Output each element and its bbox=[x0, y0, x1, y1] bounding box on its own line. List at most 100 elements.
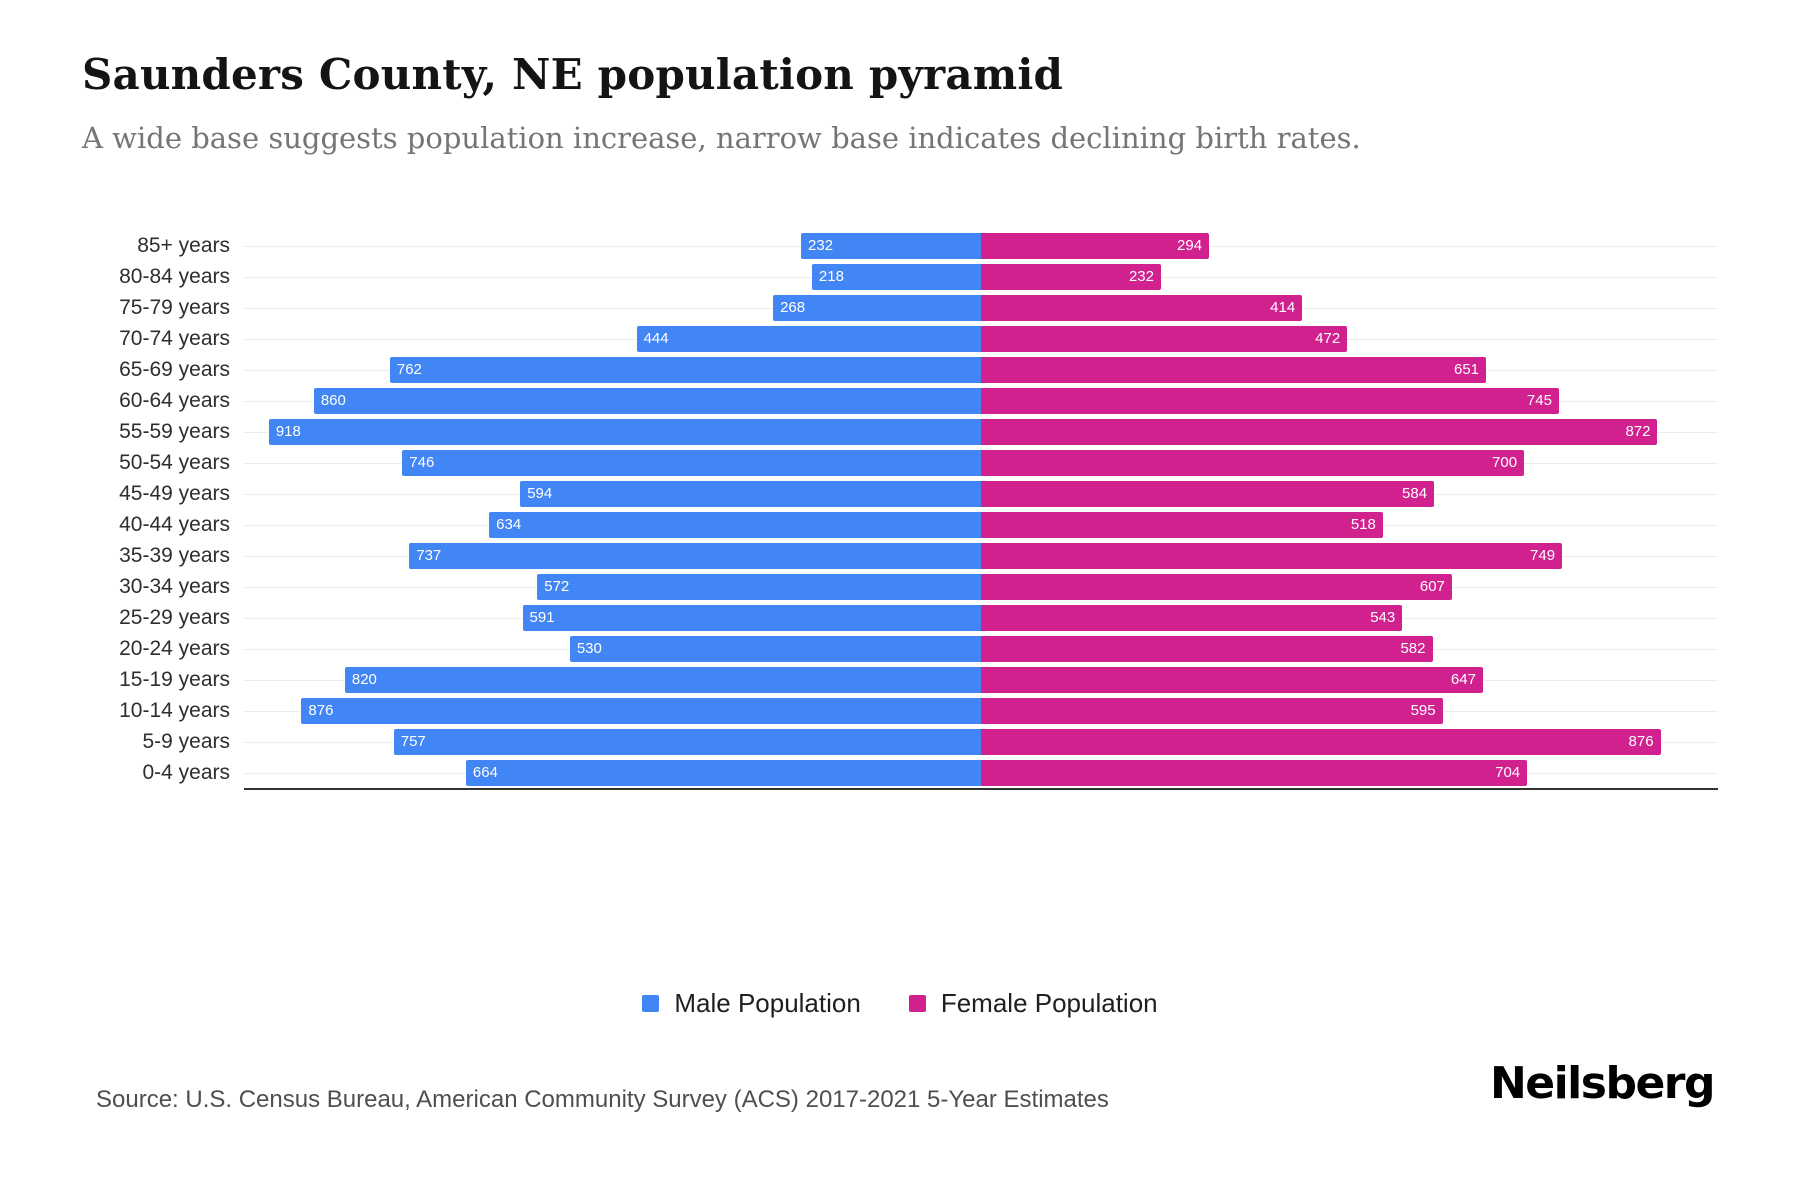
age-group-label: 10-14 years bbox=[119, 698, 230, 722]
male-half: 737 bbox=[244, 542, 981, 569]
row-plot-area: 268 414 bbox=[244, 292, 1718, 323]
chart-row: 25-29 years 591 543 bbox=[82, 602, 1718, 633]
female-bar: 472 bbox=[981, 325, 1348, 352]
age-group-label: 30-34 years bbox=[119, 574, 230, 598]
male-bar-value: 232 bbox=[808, 237, 834, 254]
female-half: 704 bbox=[981, 759, 1718, 786]
age-group-label: 5-9 years bbox=[142, 729, 230, 753]
age-group-label: 65-69 years bbox=[119, 357, 230, 381]
legend-item-female: Female Population bbox=[908, 988, 1158, 1019]
x-axis-line bbox=[244, 788, 1718, 790]
female-bar-value: 472 bbox=[1315, 330, 1341, 347]
row-plot-area: 918 872 bbox=[244, 416, 1718, 447]
population-pyramid-chart: 85+ years 232 294 80-84 years 218 232 75-79 ye… bbox=[82, 230, 1718, 790]
female-bar: 872 bbox=[981, 418, 1658, 445]
chart-row: 60-64 years 860 745 bbox=[82, 385, 1718, 416]
male-bar: 860 bbox=[313, 387, 981, 414]
male-bar: 594 bbox=[520, 480, 981, 507]
chart-header: Saunders County, NE population pyramid A… bbox=[82, 50, 1718, 155]
age-group-label: 75-79 years bbox=[119, 295, 230, 319]
age-group-label: 70-74 years bbox=[119, 326, 230, 350]
legend-item-male: Male Population bbox=[642, 988, 861, 1019]
row-plot-area: 634 518 bbox=[244, 509, 1718, 540]
male-half: 232 bbox=[244, 232, 981, 259]
row-plot-area: 530 582 bbox=[244, 633, 1718, 664]
male-bar-value: 634 bbox=[496, 516, 522, 533]
female-bar-value: 582 bbox=[1400, 640, 1426, 657]
male-half: 634 bbox=[244, 511, 981, 538]
female-half: 584 bbox=[981, 480, 1718, 507]
male-bar: 664 bbox=[465, 759, 981, 786]
female-bar-value: 700 bbox=[1492, 454, 1518, 471]
female-bar-value: 704 bbox=[1495, 764, 1521, 781]
male-half: 820 bbox=[244, 666, 981, 693]
chart-row: 10-14 years 876 595 bbox=[82, 695, 1718, 726]
chart-legend: Male Population Female Population bbox=[0, 988, 1800, 1019]
age-group-label: 55-59 years bbox=[119, 419, 230, 443]
female-bar: 518 bbox=[981, 511, 1383, 538]
row-plot-area: 737 749 bbox=[244, 540, 1718, 571]
chart-row: 80-84 years 218 232 bbox=[82, 261, 1718, 292]
male-bar-value: 444 bbox=[643, 330, 669, 347]
male-bar: 444 bbox=[636, 325, 981, 352]
male-half: 594 bbox=[244, 480, 981, 507]
age-group-label: 35-39 years bbox=[119, 543, 230, 567]
female-half: 749 bbox=[981, 542, 1718, 569]
male-bar: 530 bbox=[569, 635, 981, 662]
male-bar-value: 594 bbox=[527, 485, 553, 502]
female-bar-value: 745 bbox=[1526, 392, 1552, 409]
legend-male-label: Male Population bbox=[674, 988, 861, 1018]
male-legend-swatch-icon bbox=[642, 995, 660, 1012]
female-bar-value: 876 bbox=[1628, 733, 1654, 750]
female-bar-value: 518 bbox=[1350, 516, 1376, 533]
chart-row: 85+ years 232 294 bbox=[82, 230, 1718, 261]
age-group-label: 85+ years bbox=[137, 233, 230, 257]
male-bar-value: 762 bbox=[396, 361, 422, 378]
female-bar-value: 414 bbox=[1270, 299, 1296, 316]
female-bar-value: 543 bbox=[1370, 609, 1396, 626]
male-bar-value: 876 bbox=[308, 702, 334, 719]
age-group-label: 60-64 years bbox=[119, 388, 230, 412]
chart-row: 0-4 years 664 704 bbox=[82, 757, 1718, 788]
female-bar: 543 bbox=[981, 604, 1403, 631]
chart-row: 40-44 years 634 518 bbox=[82, 509, 1718, 540]
chart-row: 75-79 years 268 414 bbox=[82, 292, 1718, 323]
age-group-label: 40-44 years bbox=[119, 512, 230, 536]
male-half: 918 bbox=[244, 418, 981, 445]
female-bar: 647 bbox=[981, 666, 1483, 693]
male-bar: 268 bbox=[773, 294, 981, 321]
male-bar-value: 737 bbox=[416, 547, 442, 564]
male-bar-value: 268 bbox=[780, 299, 806, 316]
male-bar-value: 860 bbox=[320, 392, 346, 409]
chart-row: 15-19 years 820 647 bbox=[82, 664, 1718, 695]
chart-row: 5-9 years 757 876 bbox=[82, 726, 1718, 757]
male-bar-value: 820 bbox=[351, 671, 377, 688]
female-bar: 582 bbox=[981, 635, 1433, 662]
female-half: 607 bbox=[981, 573, 1718, 600]
female-bar: 749 bbox=[981, 542, 1563, 569]
row-plot-area: 594 584 bbox=[244, 478, 1718, 509]
female-half: 582 bbox=[981, 635, 1718, 662]
male-bar: 634 bbox=[489, 511, 981, 538]
male-half: 860 bbox=[244, 387, 981, 414]
male-bar: 218 bbox=[811, 263, 981, 290]
chart-row: 20-24 years 530 582 bbox=[82, 633, 1718, 664]
female-bar-value: 872 bbox=[1625, 423, 1651, 440]
male-half: 757 bbox=[244, 728, 981, 755]
row-plot-area: 876 595 bbox=[244, 695, 1718, 726]
age-group-label: 15-19 years bbox=[119, 667, 230, 691]
chart-subtitle: A wide base suggests population increase… bbox=[82, 121, 1361, 155]
age-group-label: 25-29 years bbox=[119, 605, 230, 629]
female-bar-value: 595 bbox=[1410, 702, 1436, 719]
female-half: 647 bbox=[981, 666, 1718, 693]
female-bar: 595 bbox=[981, 697, 1443, 724]
female-half: 872 bbox=[981, 418, 1718, 445]
female-bar: 876 bbox=[981, 728, 1661, 755]
female-half: 414 bbox=[981, 294, 1718, 321]
female-legend-swatch-icon bbox=[908, 995, 926, 1012]
chart-title: Saunders County, NE population pyramid bbox=[82, 50, 1064, 99]
female-half: 595 bbox=[981, 697, 1718, 724]
male-bar: 572 bbox=[537, 573, 981, 600]
male-bar-value: 664 bbox=[472, 764, 498, 781]
female-half: 232 bbox=[981, 263, 1718, 290]
